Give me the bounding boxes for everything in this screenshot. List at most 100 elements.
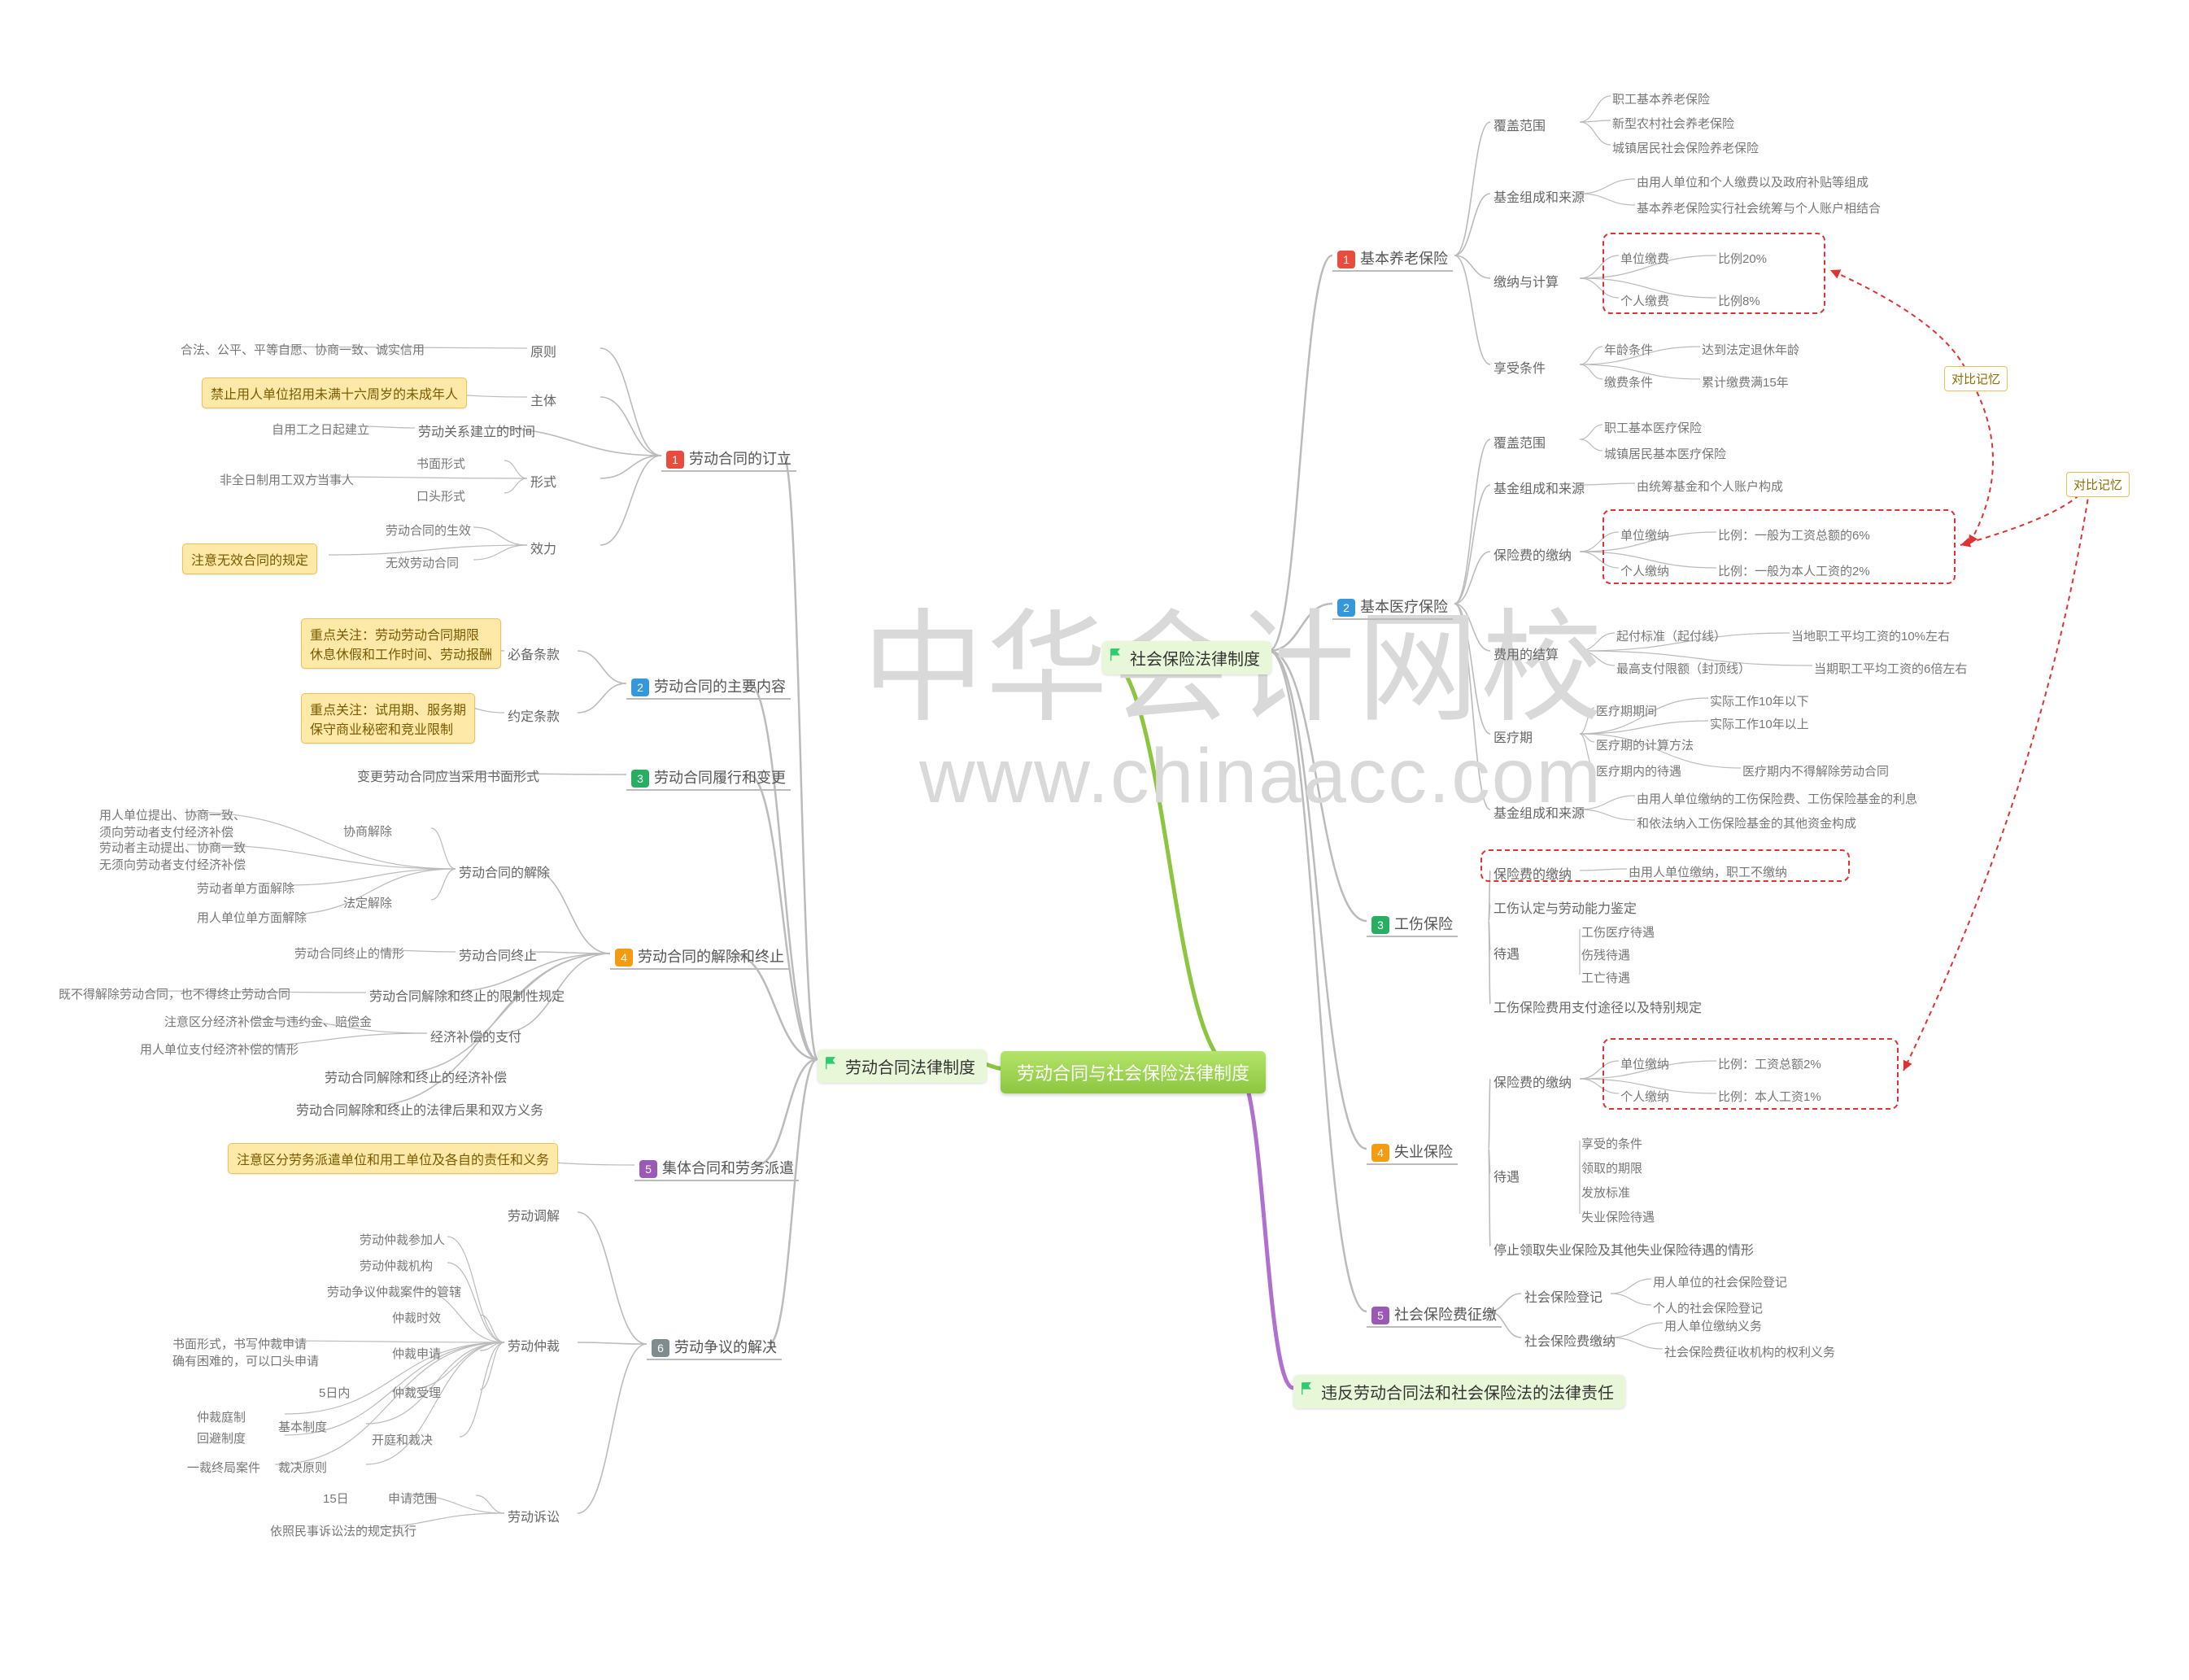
leaf: 劳动争议仲裁案件的管辖 bbox=[325, 1282, 463, 1301]
leaf: 依照民事诉讼法的规定执行 bbox=[268, 1521, 418, 1540]
note: 重点关注：试用期、服务期保守商业秘密和竞业限制 bbox=[301, 693, 475, 744]
leaf: 个人缴纳 bbox=[1619, 561, 1671, 580]
leaf: 基本制度 bbox=[277, 1417, 329, 1436]
sub: 工伤认定与劳动能力鉴定 bbox=[1490, 897, 1640, 918]
section-left-3: 3劳动合同履行和变更 bbox=[626, 765, 791, 791]
sub: 劳动调解 bbox=[504, 1204, 563, 1225]
sub: 保险费的缴纳 bbox=[1490, 862, 1575, 884]
sub: 停止领取失业保险及其他失业保险待遇的情形 bbox=[1490, 1238, 1757, 1259]
sub: 社会保险登记 bbox=[1521, 1285, 1606, 1307]
sub: 约定条款 bbox=[504, 705, 563, 726]
leaf: 非全日制用工双方当事人 bbox=[218, 470, 355, 489]
sub: 基金组成和来源 bbox=[1490, 801, 1588, 823]
leaf: 仲裁受理 bbox=[390, 1383, 443, 1402]
leaf: 用人单位缴纳义务 bbox=[1663, 1316, 1764, 1335]
sub: 保险费的缴纳 bbox=[1490, 543, 1575, 565]
leaf: 单位缴纳 bbox=[1619, 1054, 1671, 1073]
leaf: 协商解除 bbox=[342, 822, 394, 840]
leaf: 累计缴费满15年 bbox=[1700, 373, 1790, 391]
leaf: 工亡待遇 bbox=[1580, 968, 1632, 987]
sub: 经济补偿的支付 bbox=[427, 1025, 525, 1046]
leaf: 起付标准（起付线） bbox=[1615, 626, 1728, 645]
section-left-2: 2劳动合同的主要内容 bbox=[626, 674, 791, 700]
section-left-1: 1劳动合同的订立 bbox=[661, 446, 796, 472]
leaf: 劳动合同终止的情形 bbox=[293, 944, 406, 962]
leaf: 申请范围 bbox=[386, 1489, 438, 1508]
compare-label: 对比记忆 bbox=[1944, 366, 2008, 391]
leaf: 个人的社会保险登记 bbox=[1651, 1298, 1764, 1317]
leaf: 缴费条件 bbox=[1603, 373, 1655, 391]
leaf: 失业保险待遇 bbox=[1580, 1207, 1656, 1226]
leaf: 由用人单位和个人缴费以及政府补贴等组成 bbox=[1635, 172, 1870, 191]
sub: 劳动合同解除和终止的经济补偿 bbox=[321, 1066, 510, 1087]
leaf: 城镇居民社会保险养老保险 bbox=[1611, 138, 1760, 157]
leaf: 和依法纳入工伤保险基金的其他资金构成 bbox=[1635, 814, 1858, 832]
leaf: 既不得解除劳动合同，也不得终止劳动合同 bbox=[57, 984, 292, 1003]
leaf: 合法、公平、平等自愿、协商一致、诚实信用 bbox=[179, 340, 426, 359]
leaf: 社会保险费征收机构的权利义务 bbox=[1663, 1342, 1837, 1361]
branch-labor: 劳动合同法律制度 bbox=[818, 1049, 987, 1083]
sub: 缴纳与计算 bbox=[1490, 270, 1562, 291]
leaf: 注意区分经济补偿金与违约金、赔偿金 bbox=[163, 1012, 373, 1031]
sub: 待遇 bbox=[1490, 942, 1523, 963]
leaf: 口头形式 bbox=[415, 487, 467, 505]
sub: 劳动关系建立的时间 bbox=[415, 420, 539, 441]
leaf: 医疗期的计算方法 bbox=[1594, 735, 1695, 754]
sub: 基金组成和来源 bbox=[1490, 477, 1588, 498]
root-node: 劳动合同与社会保险法律制度 bbox=[1001, 1051, 1266, 1093]
leaf: 劳动者主动提出、协商一致无须向劳动者支付经济补偿 bbox=[98, 838, 247, 874]
leaf: 15日 bbox=[321, 1489, 351, 1508]
leaf: 无效劳动合同 bbox=[384, 553, 460, 572]
note: 注意无效合同的规定 bbox=[182, 543, 317, 574]
note: 注意区分劳务派遣单位和用工单位及各自的责任和义务 bbox=[228, 1143, 558, 1174]
section-left-6: 6劳动争议的解决 bbox=[647, 1334, 782, 1360]
leaf: 实际工作10年以下 bbox=[1708, 692, 1811, 710]
leaf: 回避制度 bbox=[195, 1429, 247, 1447]
leaf: 当地职工平均工资的10%左右 bbox=[1790, 626, 1951, 645]
leaf: 劳动仲裁机构 bbox=[358, 1256, 434, 1275]
leaf: 发放标准 bbox=[1580, 1183, 1632, 1202]
leaf: 由用人单位缴纳，职工不缴纳 bbox=[1627, 862, 1789, 881]
leaf: 个人缴费 bbox=[1619, 291, 1671, 310]
leaf: 实际工作10年以上 bbox=[1708, 714, 1811, 733]
leaf: 法定解除 bbox=[342, 893, 394, 912]
section-right-4: 4失业保险 bbox=[1367, 1139, 1458, 1165]
sub: 覆盖范围 bbox=[1490, 114, 1549, 135]
leaf: 职工基本养老保险 bbox=[1611, 89, 1712, 108]
sub: 工伤保险费用支付途径以及特别规定 bbox=[1490, 996, 1705, 1017]
leaf: 仲裁时效 bbox=[390, 1308, 443, 1327]
sub: 劳动合同终止 bbox=[456, 944, 540, 965]
sub: 劳动合同的解除 bbox=[456, 861, 553, 882]
leaf: 比例20% bbox=[1716, 249, 1768, 268]
sub: 原则 bbox=[527, 340, 560, 361]
sub: 劳动合同解除和终止的法律后果和双方义务 bbox=[293, 1098, 547, 1119]
leaf: 医疗期内的待遇 bbox=[1594, 761, 1683, 780]
sub: 劳动诉讼 bbox=[504, 1505, 563, 1526]
leaf: 单位缴费 bbox=[1619, 249, 1671, 268]
leaf: 劳动者单方面解除 bbox=[195, 879, 296, 897]
leaf: 比例：本人工资1% bbox=[1716, 1087, 1823, 1106]
compare-label: 对比记忆 bbox=[2066, 472, 2130, 497]
leaf: 用人单位单方面解除 bbox=[195, 908, 308, 927]
leaf: 由统筹基金和个人账户构成 bbox=[1635, 477, 1785, 495]
note: 重点关注：劳动劳动合同期限休息休假和工作时间、劳动报酬 bbox=[301, 618, 501, 669]
sub: 保险费的缴纳 bbox=[1490, 1071, 1575, 1092]
leaf: 达到法定退休年龄 bbox=[1700, 340, 1801, 359]
leaf: 比例：一般为本人工资的2% bbox=[1716, 561, 1872, 580]
leaf: 书面形式 bbox=[415, 454, 467, 473]
sub: 医疗期 bbox=[1490, 726, 1536, 747]
leaf: 劳动仲裁参加人 bbox=[358, 1230, 447, 1249]
leaf: 仲裁庭制 bbox=[195, 1407, 247, 1426]
sub: 费用的结算 bbox=[1490, 643, 1562, 664]
leaf: 用人单位支付经济补偿的情形 bbox=[138, 1040, 300, 1058]
sub: 形式 bbox=[527, 470, 560, 491]
sub: 主体 bbox=[527, 389, 560, 410]
leaf: 伤残待遇 bbox=[1580, 945, 1632, 964]
section-right-2: 2基本医疗保险 bbox=[1332, 594, 1453, 620]
sub: 覆盖范围 bbox=[1490, 431, 1549, 452]
leaf: 一裁终局案件 bbox=[185, 1458, 262, 1477]
leaf: 裁决原则 bbox=[277, 1458, 329, 1477]
leaf: 用人单位提出、协商一致、须向劳动者支付经济补偿 bbox=[98, 805, 247, 841]
leaf: 最高支付限额（封顶线） bbox=[1615, 659, 1752, 678]
leaf: 个人缴纳 bbox=[1619, 1087, 1671, 1106]
